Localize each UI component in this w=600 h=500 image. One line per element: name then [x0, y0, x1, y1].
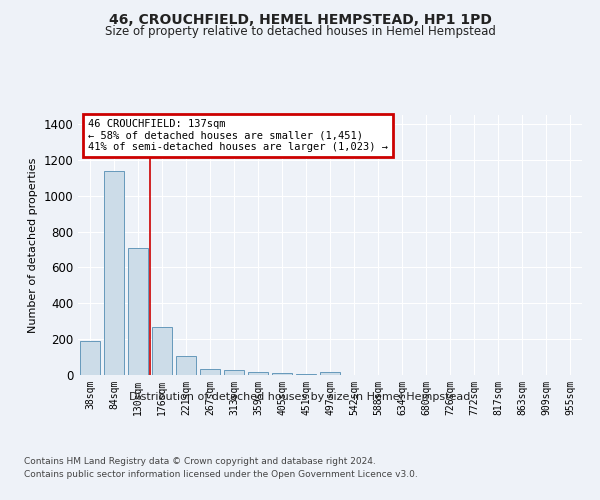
Bar: [296, 374, 316, 375]
Bar: [320, 372, 340, 375]
Bar: [224, 370, 244, 375]
Text: Distribution of detached houses by size in Hemel Hempstead: Distribution of detached houses by size …: [130, 392, 470, 402]
Text: 46, CROUCHFIELD, HEMEL HEMPSTEAD, HP1 1PD: 46, CROUCHFIELD, HEMEL HEMPSTEAD, HP1 1P…: [109, 12, 491, 26]
Text: Contains HM Land Registry data © Crown copyright and database right 2024.: Contains HM Land Registry data © Crown c…: [24, 458, 376, 466]
Bar: [104, 170, 124, 375]
Bar: [152, 328, 172, 375]
Bar: [176, 356, 196, 375]
Text: Size of property relative to detached houses in Hemel Hempstead: Size of property relative to detached ho…: [104, 25, 496, 38]
Bar: [272, 373, 292, 375]
Bar: [80, 341, 100, 375]
Bar: [248, 372, 268, 375]
Text: 46 CROUCHFIELD: 137sqm
← 58% of detached houses are smaller (1,451)
41% of semi-: 46 CROUCHFIELD: 137sqm ← 58% of detached…: [88, 119, 388, 152]
Y-axis label: Number of detached properties: Number of detached properties: [28, 158, 38, 332]
Bar: [128, 248, 148, 375]
Bar: [200, 368, 220, 375]
Text: Contains public sector information licensed under the Open Government Licence v3: Contains public sector information licen…: [24, 470, 418, 479]
